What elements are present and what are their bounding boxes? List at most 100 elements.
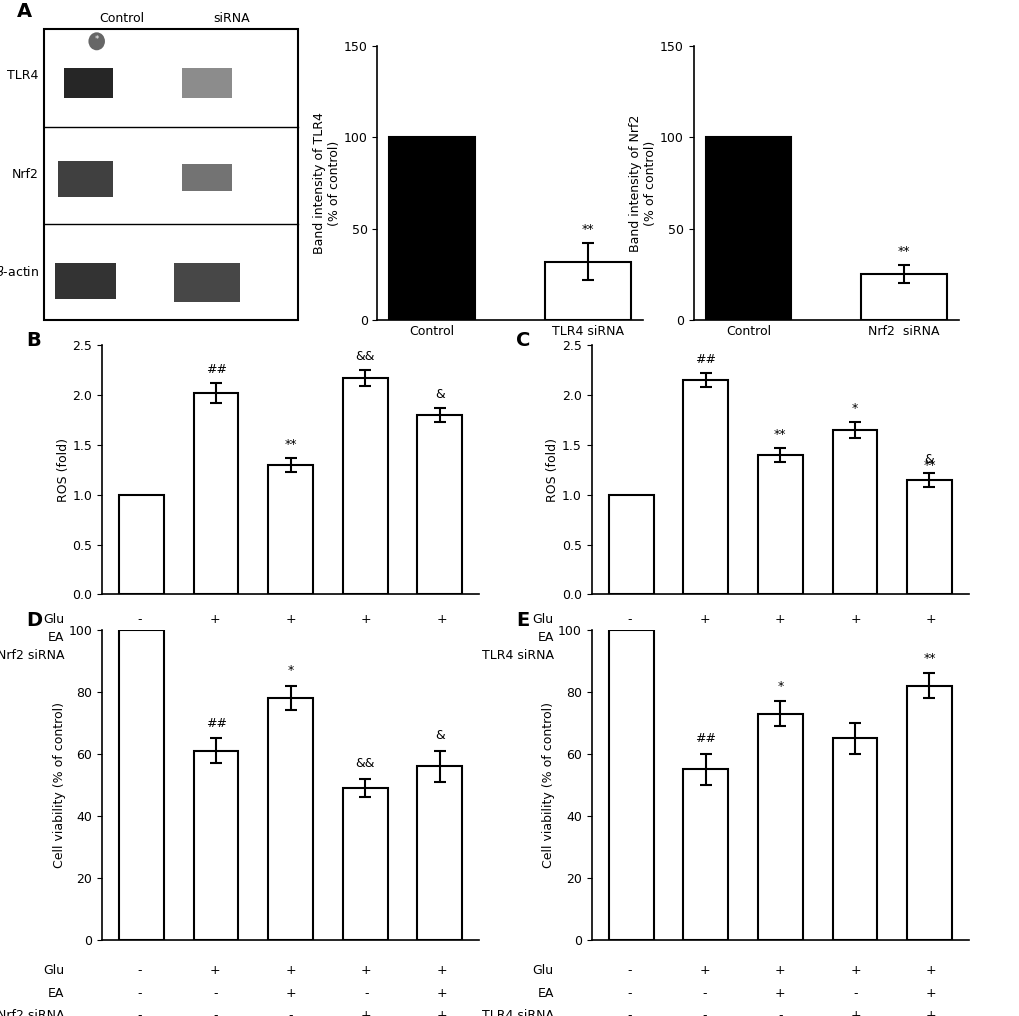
Text: +: + [925, 964, 935, 977]
Text: -: - [138, 964, 142, 977]
Text: +: + [285, 613, 296, 626]
Text: -: - [627, 1009, 631, 1016]
Bar [268, 698, 313, 940]
Text: +: + [285, 631, 296, 644]
Text: +: + [925, 1009, 935, 1016]
Y-axis label: Cell viability (% of control): Cell viability (% of control) [542, 702, 554, 868]
Bar [389, 137, 475, 320]
Text: EA: EA [537, 631, 553, 644]
Text: +: + [436, 648, 446, 661]
Bar [417, 416, 462, 594]
Text: +: + [699, 613, 709, 626]
Text: +: + [699, 964, 709, 977]
Text: EA: EA [48, 631, 64, 644]
Bar [906, 686, 951, 940]
Text: -: - [702, 1009, 706, 1016]
Text: Glu: Glu [43, 613, 64, 626]
Text: **: ** [284, 438, 297, 451]
Bar [119, 495, 164, 594]
Text: +: + [850, 1009, 860, 1016]
Text: -: - [627, 987, 631, 1000]
Text: -: - [213, 631, 217, 644]
Text: -: - [138, 631, 142, 644]
Bar [194, 751, 238, 940]
Text: Glu: Glu [532, 964, 553, 977]
Text: -: - [364, 631, 368, 644]
Text: +: + [850, 613, 860, 626]
Bar [683, 380, 728, 594]
Text: **: ** [922, 459, 934, 472]
Text: -: - [627, 648, 631, 661]
Text: +: + [210, 613, 220, 626]
Text: Control: Control [99, 12, 144, 24]
Text: **: ** [922, 651, 934, 664]
Text: TLR4: TLR4 [7, 69, 39, 82]
Text: &: & [434, 729, 444, 742]
Text: Glu: Glu [532, 613, 553, 626]
Text: B: B [26, 330, 41, 350]
Bar [268, 465, 313, 594]
Bar [832, 430, 876, 594]
Text: +: + [361, 964, 371, 977]
Bar [342, 378, 387, 594]
Y-axis label: ROS (fold): ROS (fold) [545, 438, 558, 502]
Text: ##: ## [206, 364, 226, 376]
Text: +: + [361, 1009, 371, 1016]
Text: -: - [627, 613, 631, 626]
Bar [342, 788, 387, 940]
Text: ##: ## [695, 733, 715, 745]
Text: EA: EA [48, 987, 64, 1000]
Text: Nrf2: Nrf2 [12, 169, 39, 181]
Text: **: ** [773, 428, 786, 441]
Text: E: E [516, 612, 529, 630]
Text: +: + [361, 648, 371, 661]
Text: Nrf2 siRNA: Nrf2 siRNA [0, 648, 64, 661]
Text: -: - [777, 1009, 782, 1016]
Text: &&: && [356, 757, 375, 770]
Y-axis label: Cell viability (% of control): Cell viability (% of control) [53, 702, 65, 868]
Text: +: + [436, 613, 446, 626]
Text: **: ** [581, 224, 593, 237]
Text: +: + [774, 613, 785, 626]
Text: -: - [853, 987, 857, 1000]
Text: TLR4 siRNA: TLR4 siRNA [481, 1009, 553, 1016]
Text: -: - [702, 648, 706, 661]
Text: -: - [364, 987, 368, 1000]
Y-axis label: Band intensity of TLR4
(% of control): Band intensity of TLR4 (% of control) [313, 112, 340, 254]
Bar [417, 766, 462, 940]
Text: -: - [777, 648, 782, 661]
Bar [757, 713, 802, 940]
Text: -: - [627, 631, 631, 644]
Text: -: - [213, 648, 217, 661]
Text: siRNA: siRNA [213, 12, 250, 24]
Text: **: ** [897, 245, 909, 258]
Text: *: * [776, 680, 783, 693]
Text: -: - [702, 631, 706, 644]
Text: +: + [436, 631, 446, 644]
Text: -: - [138, 987, 142, 1000]
Text: +: + [436, 1009, 446, 1016]
Bar [63, 68, 113, 99]
Text: -: - [288, 1009, 292, 1016]
Text: Glu: Glu [43, 964, 64, 977]
Text: +: + [925, 648, 935, 661]
Bar [182, 68, 231, 99]
Text: +: + [285, 987, 296, 1000]
Bar [906, 480, 951, 594]
Ellipse shape [89, 33, 105, 50]
Bar [58, 162, 113, 197]
Bar [757, 455, 802, 594]
Y-axis label: ROS (fold): ROS (fold) [56, 438, 69, 502]
Text: -: - [138, 1009, 142, 1016]
Bar [182, 165, 231, 191]
Text: TLR4 siRNA: TLR4 siRNA [481, 648, 553, 661]
Text: +: + [850, 648, 860, 661]
Bar [55, 263, 116, 299]
Text: +: + [285, 964, 296, 977]
Text: C: C [516, 330, 530, 350]
Text: ##: ## [206, 716, 226, 729]
Text: A: A [16, 2, 32, 21]
Text: +: + [925, 613, 935, 626]
Text: *: * [287, 664, 293, 677]
Text: +: + [850, 964, 860, 977]
